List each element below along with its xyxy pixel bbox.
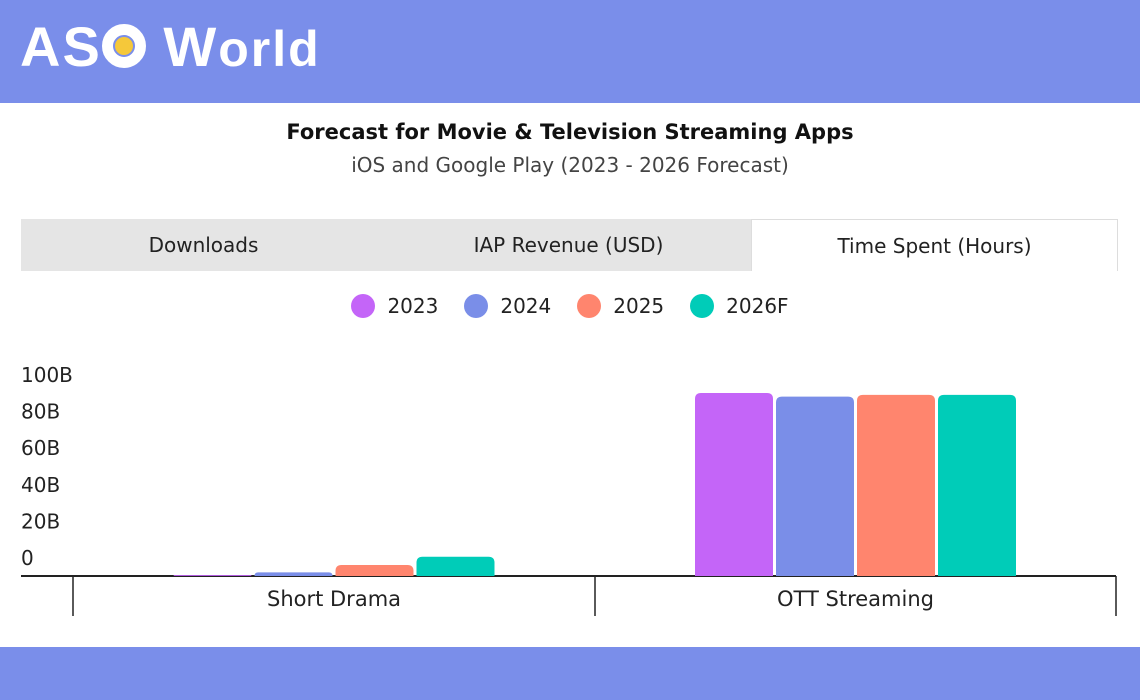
bar[interactable] (938, 394, 1016, 576)
x-tick-label: Short Drama (267, 587, 401, 611)
top-banner: AS World (0, 0, 1140, 103)
legend-item[interactable]: 2025 (577, 294, 664, 318)
legend-swatch (577, 294, 602, 318)
legend-label: 2026F (726, 294, 789, 318)
metric-tabs: Downloads IAP Revenue (USD) Time Spent (… (21, 219, 1118, 271)
legend-label: 2025 (613, 294, 665, 318)
tab-downloads[interactable]: Downloads (148, 233, 259, 257)
bar[interactable] (335, 565, 414, 576)
bar[interactable] (173, 575, 252, 576)
chart-title: Forecast for Movie & Television Streamin… (286, 120, 854, 144)
bar[interactable] (776, 396, 854, 576)
x-tick-label: OTT Streaming (777, 587, 934, 611)
bar-chart: 0 20B 40B 60B 80B 100B Short Drama OTT Streamin… (21, 363, 1117, 616)
legend-item[interactable]: 2024 (464, 294, 551, 318)
chart-subtitle: iOS and Google Play (2023 - 2026 Forecas… (351, 153, 789, 177)
legend-item[interactable]: 2023 (351, 294, 438, 318)
bar[interactable] (254, 572, 333, 576)
aso-world-logo[interactable]: AS World (20, 15, 321, 78)
y-tick-label: 80B (21, 400, 60, 424)
bottom-banner (0, 647, 1140, 700)
bar[interactable] (695, 393, 773, 576)
y-tick-label: 0 (21, 546, 34, 570)
y-tick-label: 40B (21, 473, 60, 497)
y-tick-label: 20B (21, 509, 60, 533)
legend-swatch (690, 294, 715, 318)
bar[interactable] (857, 394, 935, 576)
legend-item[interactable]: 2026F (690, 294, 789, 318)
y-tick-label: 100B (21, 363, 73, 387)
tab-iap-revenue[interactable]: IAP Revenue (USD) (473, 233, 664, 257)
legend-swatch (464, 294, 489, 318)
bar[interactable] (416, 556, 495, 576)
tab-time-spent[interactable]: Time Spent (Hours) (751, 219, 1118, 271)
legend-label: 2024 (500, 294, 552, 318)
chart-legend: 2023 2024 2025 2026F (0, 294, 1140, 318)
legend-label: 2023 (387, 294, 439, 318)
y-tick-label: 60B (21, 436, 60, 460)
legend-swatch (351, 294, 376, 318)
